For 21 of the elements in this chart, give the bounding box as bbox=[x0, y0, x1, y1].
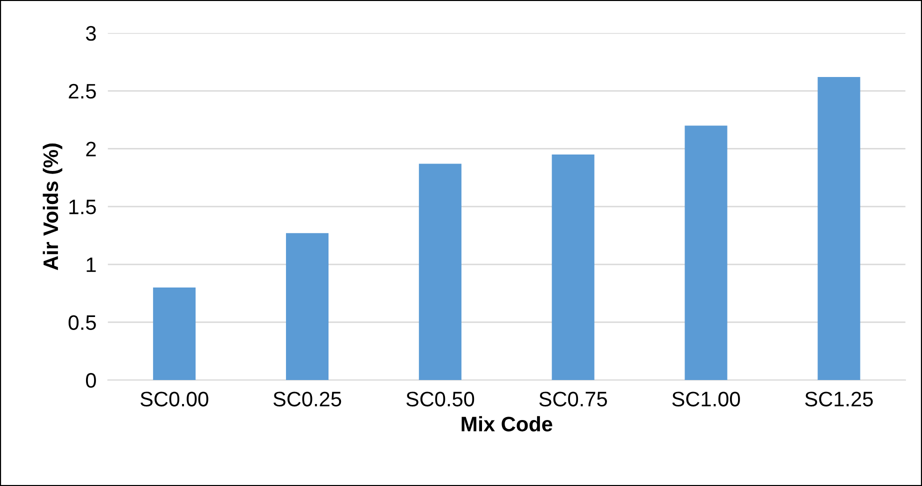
y-tick-label: 0.5 bbox=[68, 315, 96, 330]
x-axis-title: Mix Code bbox=[462, 416, 552, 432]
y-tick-label: 0 bbox=[86, 373, 96, 388]
bar bbox=[552, 154, 594, 380]
y-axis-title: Air Voids (%) bbox=[42, 144, 62, 270]
bar bbox=[286, 233, 329, 380]
y-tick-label: 3 bbox=[86, 26, 96, 41]
x-tick-label: SC1.00 bbox=[672, 392, 740, 406]
y-tick-label: 1 bbox=[86, 258, 96, 272]
y-tick-label: 1.5 bbox=[69, 200, 96, 214]
y-tick-label: 2.5 bbox=[68, 84, 96, 99]
y-tick-label: 2 bbox=[86, 142, 96, 156]
x-tick-label: SC1.25 bbox=[805, 392, 873, 406]
x-tick-label: SC0.25 bbox=[273, 392, 342, 406]
bar bbox=[153, 288, 196, 380]
x-tick-label: SC0.00 bbox=[140, 392, 208, 406]
x-tick-label: SC0.75 bbox=[539, 392, 607, 406]
bar bbox=[684, 126, 728, 380]
x-tick-label: SC0.50 bbox=[406, 392, 474, 406]
bar bbox=[418, 164, 462, 380]
bar bbox=[818, 77, 860, 380]
